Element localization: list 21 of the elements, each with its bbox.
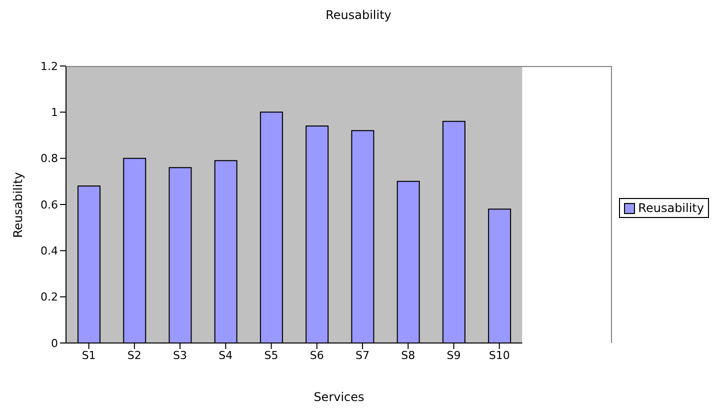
x-tick-label: S3 [173, 348, 188, 362]
x-tick-label: S7 [356, 348, 370, 362]
y-tick-label: 0.8 [40, 152, 58, 166]
y-tick-label: 1.2 [40, 60, 58, 73]
x-tick-label: S6 [310, 348, 324, 362]
x-tick-label: S4 [218, 348, 233, 362]
legend-label: Reusability [638, 201, 704, 215]
x-tick-label: S1 [82, 348, 96, 362]
y-tick-label: 0.4 [40, 244, 58, 258]
x-tick-label: S8 [401, 348, 416, 362]
x-tick-label: S10 [488, 348, 510, 362]
y-axis-title: Reusability [11, 171, 25, 240]
x-tick-label: S9 [446, 348, 461, 362]
x-axis-title: Services [312, 390, 366, 404]
y-tick-label: 0.2 [40, 290, 58, 304]
y-tick-label: 0.6 [40, 198, 58, 212]
y-tick-label: 0 [51, 336, 58, 350]
x-tick-label: S5 [264, 348, 278, 362]
x-tick-label: S2 [127, 348, 142, 362]
chart-title: Reusability [324, 8, 392, 22]
y-tick-label: 1 [51, 106, 58, 120]
